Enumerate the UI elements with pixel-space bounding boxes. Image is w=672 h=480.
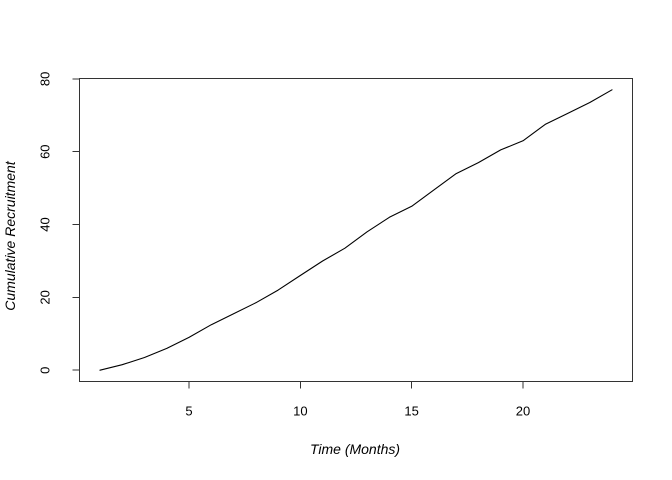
y-axis-label: Cumulative Recruitment (2, 160, 18, 310)
cumulative-recruitment-line (99, 89, 613, 371)
x-tick-label: 10 (293, 404, 307, 419)
y-tick-label: 40 (38, 217, 53, 231)
x-tick-label: 20 (516, 404, 530, 419)
y-tick-label: 20 (38, 290, 53, 304)
plot-area: 5 10 15 20 0 20 40 60 80 (38, 72, 633, 419)
y-tick-label: 80 (38, 72, 53, 86)
plot-box (79, 78, 633, 382)
y-tick-label: 0 (38, 367, 53, 374)
x-tick-label: 5 (185, 404, 192, 419)
x-axis-label: Time (Months) (310, 441, 400, 457)
x-tick-label: 15 (404, 404, 418, 419)
y-tick-label: 60 (38, 144, 53, 158)
